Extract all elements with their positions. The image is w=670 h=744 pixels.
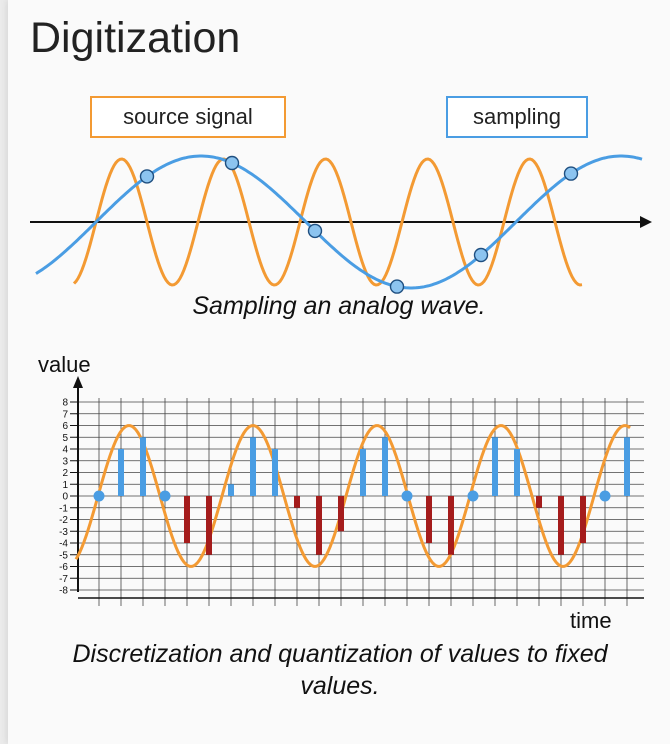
sample-bar [492,437,498,496]
legend-sampling: sampling [446,96,588,138]
caption-sampling: Sampling an analog wave. [192,292,486,320]
sampling-curve [35,154,643,290]
time-axis-arrow [640,216,652,228]
sample-bar [250,437,256,496]
sample-bar [140,437,146,496]
y-tick-label: 4 [62,445,68,456]
zero-sample-point [401,490,413,502]
sample-bar [228,484,234,496]
sample-bar [536,496,542,508]
sample-bar [184,496,190,543]
y-tick-label: -1 [59,503,68,514]
sample-bar [118,449,124,496]
sample-bar [382,437,388,496]
page: Digitization source signal sampling Samp… [8,0,670,744]
y-tick-label: -5 [59,550,68,561]
sample-point-1 [139,169,155,184]
sample-points [139,155,579,294]
caption-quantization: Discretization and quantization of value… [72,640,608,700]
x-axis-label: time [570,608,612,633]
y-tick-label: -4 [59,539,68,550]
zero-sample-point [159,490,171,502]
legend-source-signal: source signal [90,96,286,138]
sample-point-2 [224,155,240,171]
y-tick-label: -8 [59,586,68,597]
sample-bar [316,496,322,555]
sampling-diagram [30,154,652,294]
sample-point-6 [563,166,579,181]
y-tick-label: 1 [62,480,68,491]
sample-bar [514,449,520,496]
page-title: Digitization [30,14,241,62]
sample-bar [624,437,630,496]
sample-bar [580,496,586,543]
sample-bar [426,496,432,543]
sample-bar [294,496,300,508]
sample-bar [272,449,278,496]
y-tick-label: 2 [62,468,68,479]
y-tick-label: -3 [59,527,68,538]
y-tick-label: 8 [62,398,68,409]
sample-bar [360,449,366,496]
y-axis-arrow [73,376,83,388]
zero-sample-point [93,490,105,502]
y-tick-label: 0 [62,492,68,503]
sample-bar [206,496,212,555]
analog-curve [74,424,631,568]
sample-point-5 [473,247,489,263]
sample-bar [448,496,454,555]
zero-sample-point [599,490,611,502]
sample-bar [558,496,564,555]
y-tick-label: 5 [62,433,68,444]
y-tick-label: 7 [62,409,68,420]
zero-sample-point [467,490,479,502]
y-axis-label: value [38,352,91,377]
sample-bar [338,496,344,532]
sample-point-4 [389,279,405,294]
y-tick-label: 3 [62,456,68,467]
y-tick-label: -6 [59,562,68,573]
y-tick-label: -2 [59,515,68,526]
source-signal-curve [72,157,583,287]
sample-point-3 [307,223,323,239]
y-tick-label: 6 [62,421,68,432]
y-tick-label: -7 [59,574,68,585]
